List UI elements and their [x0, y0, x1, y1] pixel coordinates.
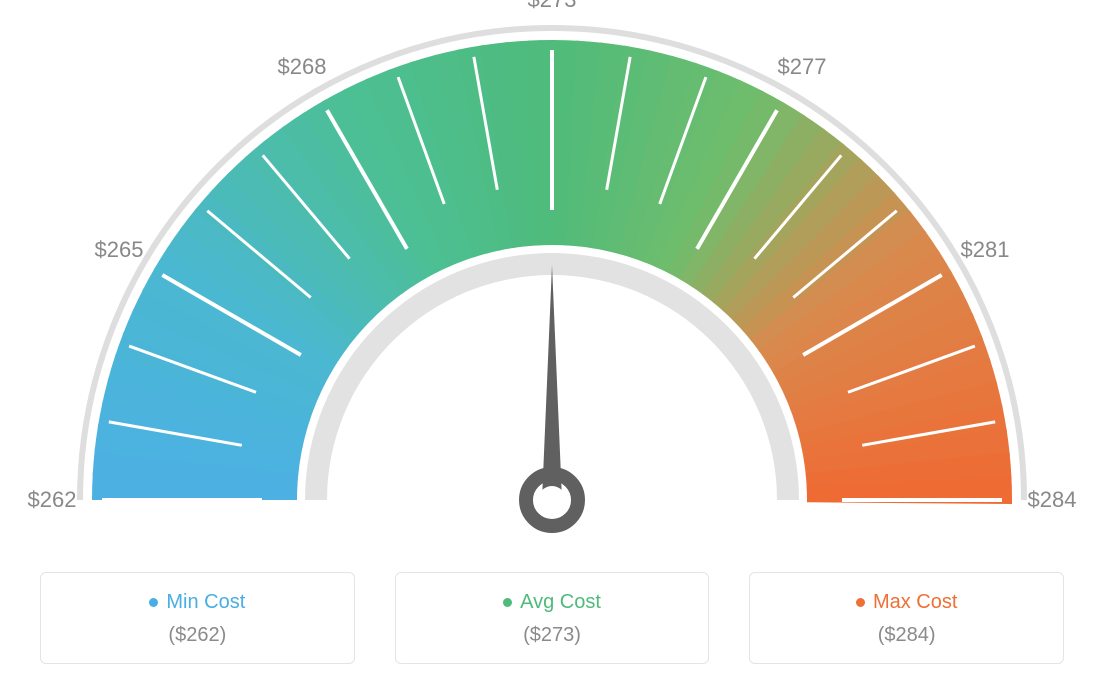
cost-gauge-chart: $262 $265 $268 $273 $277 $281 $284 Min Cost ($… [0, 0, 1104, 690]
gauge-area: $262 $265 $268 $273 $277 $281 $284 [0, 0, 1104, 560]
gauge-tick-label: $262 [28, 487, 77, 513]
legend-title-max: Max Cost [760, 591, 1053, 614]
gauge-tick-label: $268 [278, 54, 327, 80]
gauge-tick-label: $281 [961, 237, 1010, 263]
legend-card-max: Max Cost ($284) [749, 572, 1064, 664]
dot-icon [149, 598, 158, 607]
gauge-tick-label: $265 [95, 237, 144, 263]
legend-label-avg: Avg Cost [520, 591, 601, 613]
gauge-svg [0, 0, 1104, 560]
legend-card-min: Min Cost ($262) [40, 572, 355, 664]
legend-value-min: ($262) [51, 624, 344, 647]
legend-row: Min Cost ($262) Avg Cost ($273) Max Cost… [40, 572, 1064, 664]
dot-icon [503, 598, 512, 607]
legend-label-max: Max Cost [873, 591, 957, 613]
gauge-tick-label: $284 [1028, 487, 1077, 513]
legend-card-avg: Avg Cost ($273) [395, 572, 710, 664]
legend-title-min: Min Cost [51, 591, 344, 614]
gauge-tick-label: $273 [528, 0, 577, 13]
legend-title-avg: Avg Cost [406, 591, 699, 614]
legend-value-max: ($284) [760, 624, 1053, 647]
legend-label-min: Min Cost [166, 591, 245, 613]
gauge-tick-label: $277 [778, 54, 827, 80]
legend-value-avg: ($273) [406, 624, 699, 647]
dot-icon [856, 598, 865, 607]
